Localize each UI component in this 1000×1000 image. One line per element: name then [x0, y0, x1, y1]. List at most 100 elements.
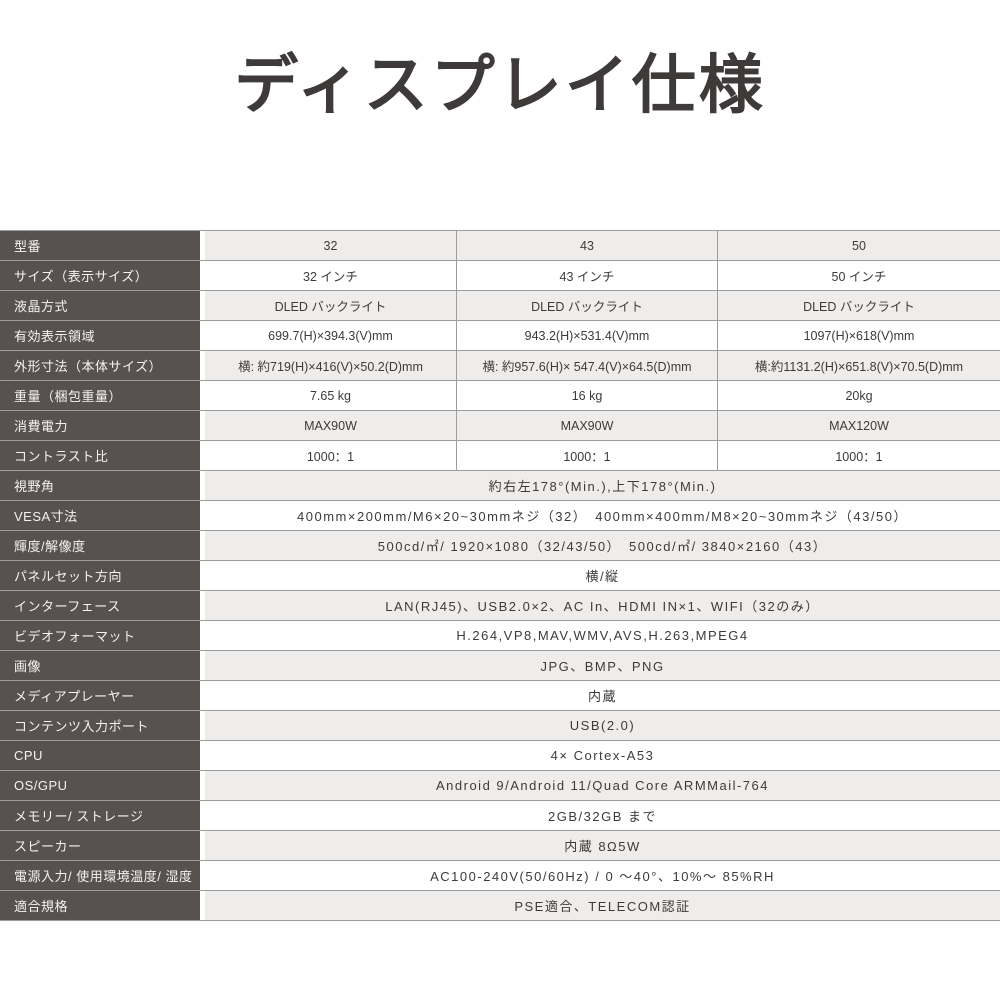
- spec-row-values: 内蔵 8Ω5W: [205, 831, 1000, 860]
- spec-row-label: 輝度/解像度: [0, 531, 200, 560]
- column-divider: [200, 561, 205, 590]
- column-divider: [200, 861, 205, 890]
- column-divider: [200, 381, 205, 410]
- spec-value-all-models: PSE適合、TELECOM認証: [514, 899, 691, 914]
- table-row: 適合規格 PSE適合、TELECOM認証: [0, 891, 1000, 921]
- spec-row-label: サイズ（表示サイズ）: [0, 261, 200, 290]
- spec-value-model-43: 横: 約957.6(H)× 547.4(V)×64.5(D)mm: [456, 351, 717, 380]
- spec-row-label: 重量（梱包重量）: [0, 381, 200, 410]
- table-row: コントラスト比 1000：1 1000：1 1000：1: [0, 441, 1000, 471]
- spec-row-label: メモリー/ ストレージ: [0, 801, 200, 830]
- spec-row-values: 500cd/㎡/ 1920×1080（32/43/50） 500cd/㎡/ 38…: [205, 531, 1000, 560]
- spec-value-model-43: 1000：1: [456, 441, 717, 470]
- column-divider: [200, 651, 205, 680]
- spec-row-label: パネルセット方向: [0, 561, 200, 590]
- column-divider: [200, 351, 205, 380]
- spec-value-model-32: DLED バックライト: [274, 300, 387, 314]
- spec-row-values: 400mm×200mm/M6×20~30mmネジ（32） 400mm×400mm…: [205, 501, 1000, 530]
- spec-value-all-models: 内蔵: [587, 689, 617, 704]
- table-row: 電源入力/ 使用環境温度/ 湿度 AC100-240V(50/60Hz) / 0…: [0, 861, 1000, 891]
- spec-row-label: 電源入力/ 使用環境温度/ 湿度: [0, 861, 200, 890]
- table-row: 液晶方式 DLED バックライト DLED バックライト DLED バックライト: [0, 291, 1000, 321]
- column-divider: [200, 681, 205, 710]
- spec-row-values: MAX90W MAX90W MAX120W: [205, 411, 1000, 440]
- spec-value-all-models: AC100-240V(50/60Hz) / 0 ～40°、10%～ 85%RH: [430, 869, 775, 884]
- spec-value-model-43: DLED バックライト: [456, 291, 717, 320]
- spec-value-all-models: 4× Cortex-A53: [550, 748, 655, 763]
- spec-value-model-43: MAX90W: [456, 411, 717, 440]
- spec-row-label: OS/GPU: [0, 771, 200, 800]
- spec-value-model-43: 43 インチ: [456, 261, 717, 290]
- table-row: コンテンツ入力ポート USB(2.0): [0, 711, 1000, 741]
- table-row: 輝度/解像度 500cd/㎡/ 1920×1080（32/43/50） 500c…: [0, 531, 1000, 561]
- column-divider: [200, 801, 205, 830]
- spec-row-label: インターフェース: [0, 591, 200, 620]
- table-row: メディアプレーヤー 内蔵: [0, 681, 1000, 711]
- spec-row-values: JPG、BMP、PNG: [205, 651, 1000, 680]
- spec-row-values: 約右左178°(Min.),上下178°(Min.): [205, 471, 1000, 500]
- table-row: 画像 JPG、BMP、PNG: [0, 651, 1000, 681]
- spec-value-model-32: 32 インチ: [303, 270, 358, 284]
- spec-row-values: 横: 約719(H)×416(V)×50.2(D)mm 横: 約957.6(H)…: [205, 351, 1000, 380]
- table-row: 有効表示領域 699.7(H)×394.3(V)mm 943.2(H)×531.…: [0, 321, 1000, 351]
- spec-row-label: コントラスト比: [0, 441, 200, 470]
- table-row: 視野角 約右左178°(Min.),上下178°(Min.): [0, 471, 1000, 501]
- table-row: パネルセット方向 横/縦: [0, 561, 1000, 591]
- spec-row-label: 型番: [0, 231, 200, 260]
- spec-row-values: H.264,VP8,MAV,WMV,AVS,H.263,MPEG4: [205, 621, 1000, 650]
- table-row: ビデオフォーマット H.264,VP8,MAV,WMV,AVS,H.263,MP…: [0, 621, 1000, 651]
- table-row: 外形寸法（本体サイズ） 横: 約719(H)×416(V)×50.2(D)mm …: [0, 351, 1000, 381]
- spec-value-all-models: H.264,VP8,MAV,WMV,AVS,H.263,MPEG4: [456, 628, 749, 643]
- column-divider: [200, 321, 205, 350]
- spec-row-label: 液晶方式: [0, 291, 200, 320]
- spec-value-all-models: Android 9/Android 11/Quad Core ARMMail-7…: [435, 778, 770, 793]
- spec-value-model-50: 50 インチ: [717, 261, 1000, 290]
- spec-value-model-50: MAX120W: [717, 411, 1000, 440]
- spec-value-model-43: 16 kg: [456, 381, 717, 410]
- column-divider: [200, 471, 205, 500]
- table-row: サイズ（表示サイズ） 32 インチ 43 インチ 50 インチ: [0, 261, 1000, 291]
- spec-row-label: スピーカー: [0, 831, 200, 860]
- column-divider: [200, 531, 205, 560]
- table-row: CPU 4× Cortex-A53: [0, 741, 1000, 771]
- table-row: メモリー/ ストレージ 2GB/32GB まで: [0, 801, 1000, 831]
- spec-row-values: 7.65 kg 16 kg 20kg: [205, 381, 1000, 410]
- spec-row-label: 有効表示領域: [0, 321, 200, 350]
- column-divider: [200, 291, 205, 320]
- spec-row-values: 2GB/32GB まで: [205, 801, 1000, 830]
- column-divider: [200, 741, 205, 770]
- spec-value-model-50: 50: [717, 231, 1000, 260]
- table-row: インターフェース LAN(RJ45)、USB2.0×2、AC In、HDMI I…: [0, 591, 1000, 621]
- spec-value-all-models: 約右左178°(Min.),上下178°(Min.): [488, 479, 717, 494]
- column-divider: [200, 891, 205, 920]
- table-row: OS/GPU Android 9/Android 11/Quad Core AR…: [0, 771, 1000, 801]
- spec-row-label: ビデオフォーマット: [0, 621, 200, 650]
- spec-row-label: メディアプレーヤー: [0, 681, 200, 710]
- column-divider: [200, 501, 205, 530]
- spec-row-values: 1000：1 1000：1 1000：1: [205, 441, 1000, 470]
- spec-value-model-32: 1000：1: [306, 450, 355, 464]
- table-row: 型番 32 43 50: [0, 231, 1000, 261]
- table-row: スピーカー 内蔵 8Ω5W: [0, 831, 1000, 861]
- table-row: VESA寸法 400mm×200mm/M6×20~30mmネジ（32） 400m…: [0, 501, 1000, 531]
- spec-row-label: 外形寸法（本体サイズ）: [0, 351, 200, 380]
- spec-row-values: 32 43 50: [205, 231, 1000, 260]
- spec-value-all-models: 横/縦: [585, 569, 620, 584]
- spec-value-model-50: 1000：1: [717, 441, 1000, 470]
- spec-row-label: 視野角: [0, 471, 200, 500]
- spec-row-values: LAN(RJ45)、USB2.0×2、AC In、HDMI IN×1、WIFI（…: [205, 591, 1000, 620]
- spec-value-model-50: 横:約1131.2(H)×651.8(V)×70.5(D)mm: [717, 351, 1000, 380]
- spec-row-label: 画像: [0, 651, 200, 680]
- spec-value-model-32: 699.7(H)×394.3(V)mm: [268, 328, 393, 343]
- column-divider: [200, 591, 205, 620]
- spec-value-all-models: 500cd/㎡/ 1920×1080（32/43/50） 500cd/㎡/ 38…: [377, 539, 828, 554]
- spec-value-model-43: 43: [456, 231, 717, 260]
- column-divider: [200, 621, 205, 650]
- spec-row-values: 内蔵: [205, 681, 1000, 710]
- spec-value-model-32: 横: 約719(H)×416(V)×50.2(D)mm: [238, 360, 423, 374]
- display-spec-table: 型番 32 43 50 サイズ（表示サイズ） 32 インチ 43 インチ 50 …: [0, 230, 1000, 921]
- column-divider: [200, 711, 205, 740]
- spec-value-all-models: 400mm×200mm/M6×20~30mmネジ（32） 400mm×400mm…: [297, 509, 908, 524]
- spec-row-label: CPU: [0, 741, 200, 770]
- page-title: ディスプレイ仕様: [234, 49, 766, 121]
